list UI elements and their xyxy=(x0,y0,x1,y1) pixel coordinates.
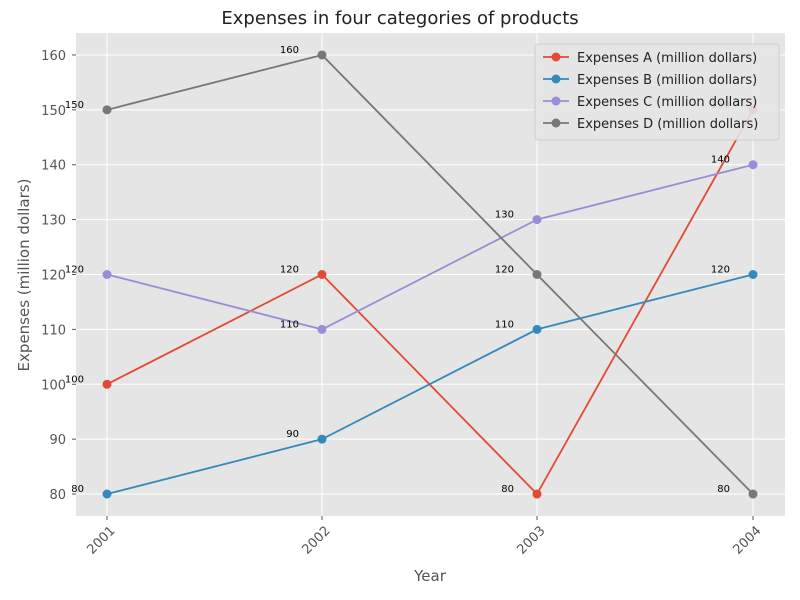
data-label: 130 xyxy=(495,210,514,221)
legend-box xyxy=(534,43,780,141)
data-label: 150 xyxy=(65,100,84,111)
data-label: 140 xyxy=(711,155,730,166)
series-d xyxy=(102,50,758,499)
series-c xyxy=(102,160,758,334)
series-line xyxy=(106,53,754,495)
data-point xyxy=(102,270,112,279)
data-label: 110 xyxy=(280,319,299,330)
data-point xyxy=(532,489,542,499)
series-b xyxy=(102,270,758,499)
data-point xyxy=(748,270,758,279)
data-label: 90 xyxy=(286,429,299,440)
legend-label: Expenses A (million dollars) xyxy=(577,51,757,66)
data-label: 80 xyxy=(501,484,514,495)
y-tick-label: 140 xyxy=(41,159,66,174)
legend-label: Expenses D (million dollars) xyxy=(577,117,758,132)
x-tick-label: 2004 xyxy=(731,524,765,558)
series-line xyxy=(106,163,754,331)
data-label: 120 xyxy=(280,265,299,276)
x-tick-label: 2002 xyxy=(300,524,334,558)
data-point xyxy=(748,489,758,499)
data-label: 80 xyxy=(717,484,730,495)
x-axis-label: Year xyxy=(413,567,447,585)
legend-swatch-marker xyxy=(551,118,561,128)
data-point xyxy=(532,324,542,334)
data-labels: 1001208015080901101201201101301401501601… xyxy=(65,45,730,495)
data-label: 80 xyxy=(71,484,84,495)
data-point xyxy=(317,324,327,334)
data-point xyxy=(748,160,758,170)
data-label: 120 xyxy=(65,265,84,276)
x-tick-label: 2001 xyxy=(85,524,119,558)
data-label: 100 xyxy=(65,374,84,385)
data-point xyxy=(317,270,327,279)
data-point xyxy=(102,105,112,115)
data-point xyxy=(102,379,112,389)
y-tick-label: 90 xyxy=(49,433,66,448)
y-tick-label: 110 xyxy=(41,323,66,338)
y-tick-label: 150 xyxy=(41,104,66,119)
y-tick-label: 160 xyxy=(41,49,66,64)
data-label: 160 xyxy=(280,45,299,56)
y-tick-label: 120 xyxy=(41,269,66,284)
series-line xyxy=(106,273,754,495)
data-label: 110 xyxy=(495,319,514,330)
data-point xyxy=(317,434,327,444)
data-point xyxy=(102,489,112,499)
y-axis-label: Expenses (million dollars) xyxy=(15,179,33,372)
data-point xyxy=(532,215,542,225)
data-point xyxy=(317,50,327,60)
series-lines xyxy=(102,50,758,499)
data-point xyxy=(532,270,542,279)
legend-swatch-marker xyxy=(551,74,561,84)
chart-title: Expenses in four categories of products xyxy=(221,8,578,29)
x-tick-label: 2003 xyxy=(515,524,549,558)
y-tick-label: 130 xyxy=(41,214,66,229)
legend-label: Expenses B (million dollars) xyxy=(577,73,757,88)
legend-swatch-marker xyxy=(551,96,561,106)
y-tick-label: 80 xyxy=(49,488,66,503)
data-label: 120 xyxy=(495,265,514,276)
legend-swatch-marker xyxy=(551,52,561,62)
legend-label: Expenses C (million dollars) xyxy=(577,95,757,110)
data-label: 120 xyxy=(711,265,730,276)
legend: Expenses A (million dollars) Expenses B (… xyxy=(534,43,780,141)
y-tick-label: 100 xyxy=(41,378,66,393)
